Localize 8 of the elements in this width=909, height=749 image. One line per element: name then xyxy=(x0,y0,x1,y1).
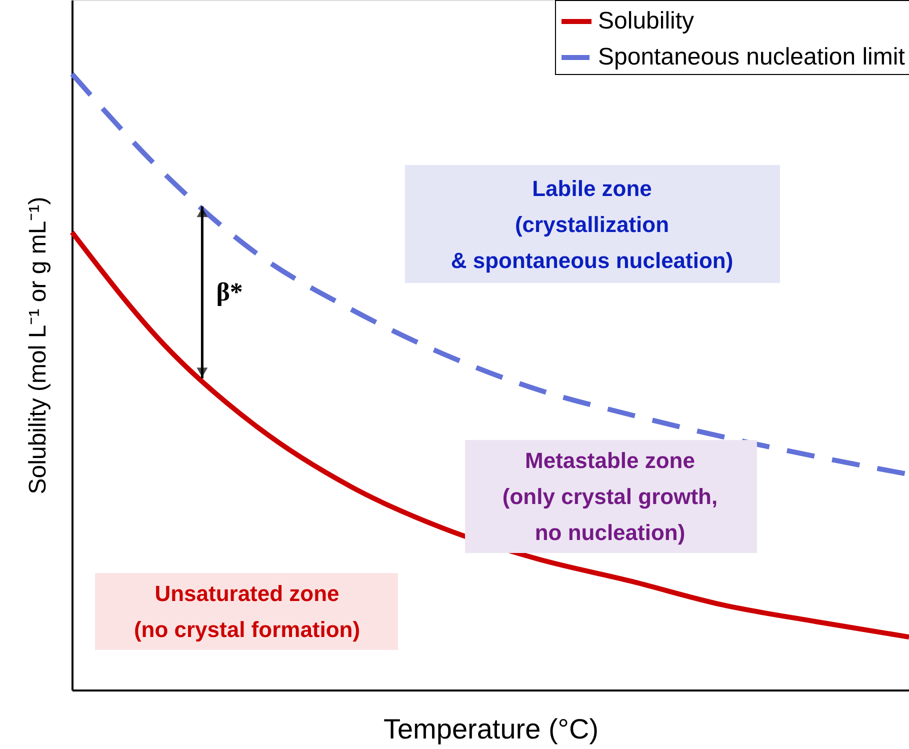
y-axis-title: Solubility (mol L⁻¹ or g mL⁻¹) xyxy=(24,196,52,494)
legend-label: Solubility xyxy=(598,8,694,34)
legend-label: Spontaneous nucleation limit xyxy=(598,44,906,70)
annotation: Unsaturated zone (no crystal formation) xyxy=(134,581,360,642)
annotation: Metastable zone (only crystal growth, no nucleation) xyxy=(502,448,718,545)
annotation: Labile zone (crystallization & spontaneous nucleation) xyxy=(450,176,734,273)
annotation: β* xyxy=(216,277,243,306)
x-axis-title: Temperature (°C) xyxy=(383,714,599,744)
